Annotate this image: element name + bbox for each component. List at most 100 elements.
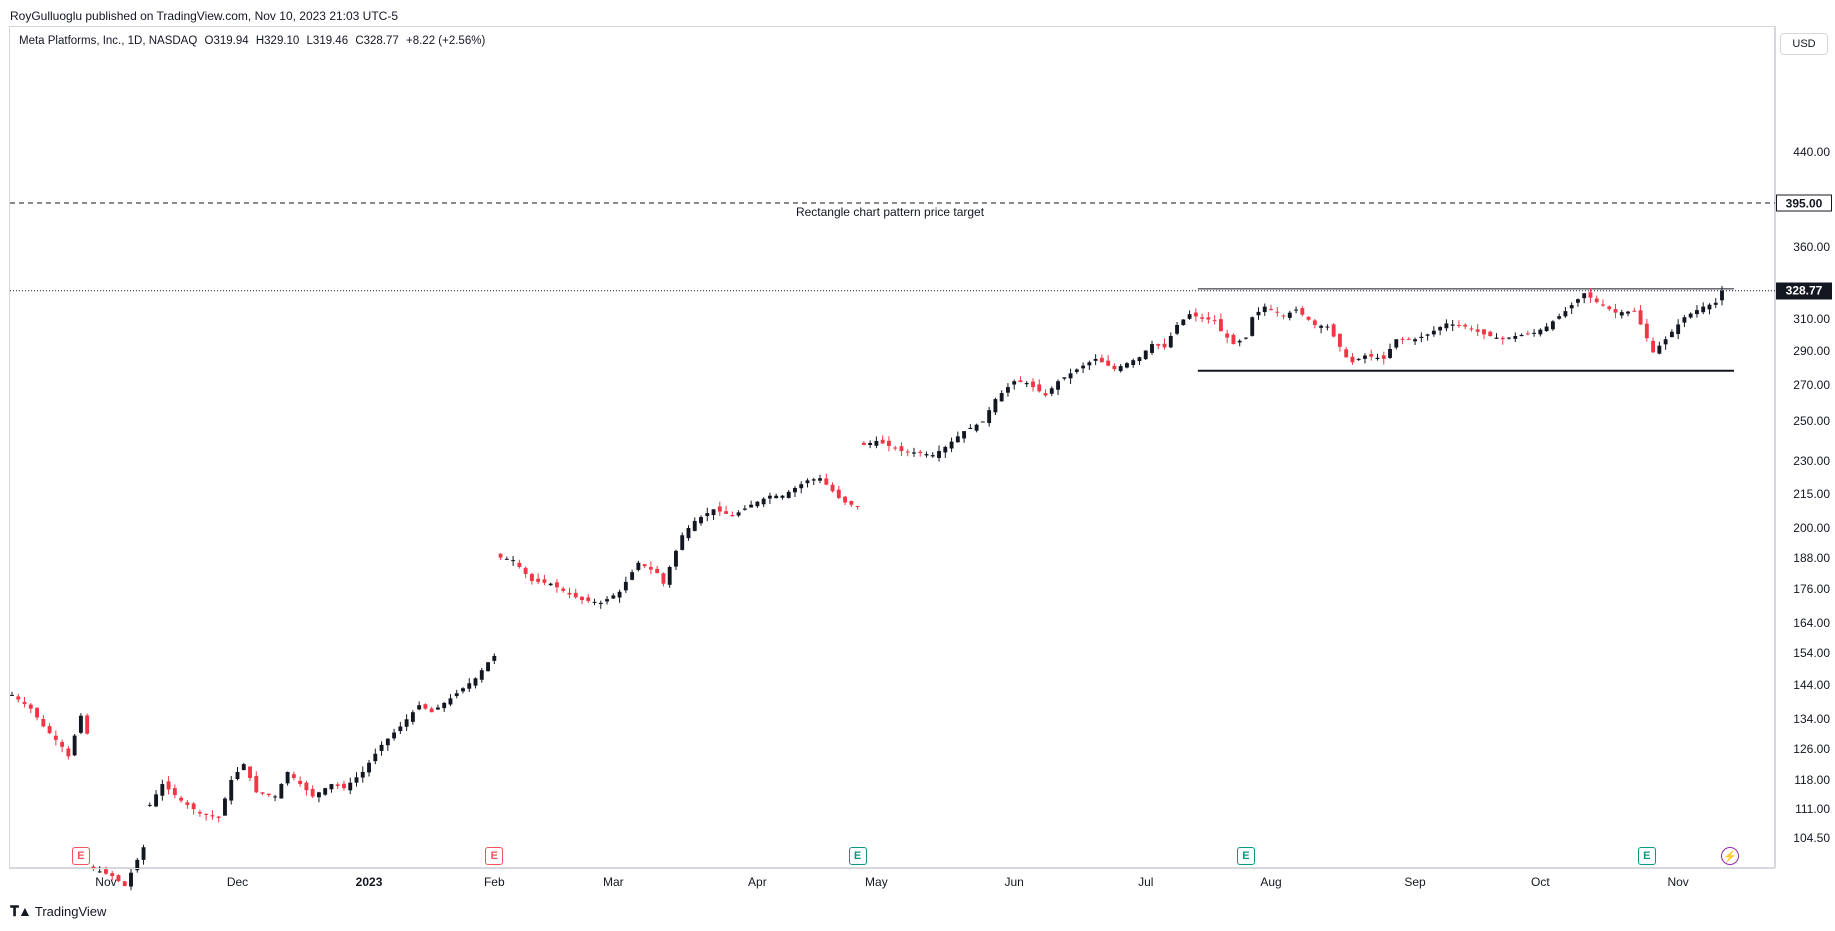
earnings-e-icon[interactable]: E (1637, 847, 1656, 865)
candle (1049, 386, 1054, 396)
price-tick-label: 250.00 (1793, 414, 1830, 429)
candle (135, 857, 140, 873)
candle (567, 587, 572, 599)
candle (1300, 306, 1305, 317)
candle (104, 866, 108, 876)
earnings-e-icon[interactable]: E (848, 847, 867, 865)
candle (1212, 315, 1217, 325)
candle (448, 694, 453, 707)
candle (1469, 325, 1474, 332)
candle (1544, 322, 1549, 332)
candle (223, 797, 227, 816)
candle (1081, 362, 1086, 374)
candle (1638, 304, 1643, 325)
candle (1651, 337, 1656, 354)
candle (1312, 318, 1317, 329)
candle (260, 792, 265, 796)
candle (392, 728, 397, 741)
candle (918, 449, 923, 457)
candle (1281, 314, 1286, 320)
candle (592, 598, 597, 606)
time-tick-label: Nov (95, 875, 117, 889)
earnings-e-icon[interactable]: E (1236, 847, 1255, 865)
candle (824, 473, 829, 486)
candle (1106, 354, 1111, 367)
candle (667, 565, 672, 588)
candle (793, 486, 797, 498)
candle (1519, 333, 1524, 337)
candle (1644, 318, 1649, 342)
time-tick-label: Apr (748, 875, 767, 889)
earnings-e-icon[interactable]: E (485, 847, 504, 865)
candle (442, 701, 447, 712)
candle (630, 569, 635, 581)
candle (1632, 307, 1637, 313)
candle (937, 445, 941, 462)
candle (467, 678, 472, 692)
candle (248, 766, 252, 782)
price-tick-label: 310.00 (1793, 311, 1830, 326)
candle (116, 874, 121, 883)
price-tick-label: 440.00 (1793, 144, 1830, 159)
candle (1381, 351, 1386, 365)
candle (523, 566, 528, 579)
price-tick-label: 154.00 (1793, 645, 1830, 660)
earnings-e-icon[interactable]: E (71, 847, 90, 865)
candle (880, 435, 885, 444)
candle (1406, 337, 1411, 341)
candle (147, 802, 152, 807)
candle (1206, 312, 1211, 324)
candle (962, 431, 967, 443)
candle (1657, 341, 1662, 355)
candle (580, 596, 584, 605)
candle (674, 549, 678, 570)
currency-button[interactable]: USD (1780, 33, 1828, 55)
candle (586, 593, 591, 603)
candle (1720, 285, 1724, 306)
candle (1488, 330, 1493, 337)
candle (1569, 302, 1574, 314)
price-tick-label: 270.00 (1793, 377, 1830, 392)
candle (1056, 379, 1060, 396)
candle (1237, 339, 1242, 347)
candle (85, 713, 90, 735)
candle (1193, 308, 1198, 322)
candle (774, 493, 779, 499)
candle (1024, 381, 1029, 388)
candle (886, 436, 891, 452)
candle (429, 706, 434, 713)
candle (1550, 320, 1555, 331)
candle (60, 739, 65, 753)
candle (423, 703, 428, 710)
legend-high: H329.10 (255, 35, 300, 47)
candle (197, 809, 202, 817)
candle (711, 509, 716, 520)
tradingview-brand[interactable]: 𝐓▲ TradingView (10, 903, 106, 920)
candle (511, 555, 516, 566)
candle (1713, 298, 1718, 309)
candle (254, 771, 259, 794)
candle (1175, 321, 1179, 336)
candle (811, 477, 816, 486)
candle (517, 559, 522, 569)
candle (129, 868, 133, 891)
candle (473, 677, 478, 689)
candle (1456, 320, 1461, 328)
candle (1688, 312, 1693, 319)
candle (805, 478, 810, 488)
candle (993, 397, 998, 416)
dividend-lightning-icon[interactable]: ⚡ (1721, 847, 1739, 865)
candle (1331, 323, 1336, 338)
candle (555, 579, 559, 593)
candle (504, 556, 509, 560)
price-tick-label: 118.00 (1794, 772, 1830, 787)
candle (1388, 343, 1392, 359)
candle (529, 572, 534, 585)
candle (893, 445, 898, 451)
candle (749, 500, 754, 508)
candle (1244, 337, 1248, 340)
candle (617, 589, 622, 603)
candle (1162, 338, 1167, 350)
legend-change: +8.22 (+2.56%) (406, 35, 486, 47)
